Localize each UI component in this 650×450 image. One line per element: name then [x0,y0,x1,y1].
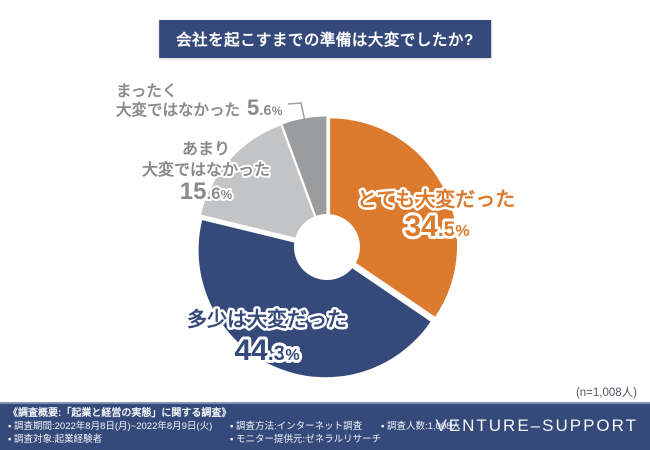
pie-slices [198,116,458,378]
survey-period: ▪ 調査期間:2022年8月8日(月)~2022年8月9日(火) [8,421,213,432]
footer-column-right: ▪ 調査人数:1,008人 [381,420,461,433]
slice-label-mattaku-line2-text: 大変ではなかった [116,100,240,119]
slice-label-amari-line2: 大変ではなかった [142,160,270,179]
pie-slice-1 [198,220,431,378]
pie-slice-2 [200,125,325,245]
sample-size-note: (n=1,008人) [575,387,637,399]
survey-monitor: ▪ モニター提供元:ゼネラルリサーチ [230,434,382,445]
slice-label-totemo: とても大変だった [357,187,515,211]
pie-slice-0 [330,118,458,317]
survey-target: ▪ 調査対象:起業経験者 [8,434,103,445]
chart-title: 会社を起こすまでの準備は大変でしたか? [159,20,491,58]
survey-overview-title: 《調査概要:「起業と経営の実態」に関する調査》 [8,408,232,419]
survey-method: ▪ 調査方法:インターネット調査 [230,421,363,432]
slice-percent-tasho: 44.3% [234,334,299,367]
footer-column-middle: ▪ 調査方法:インターネット調査 ▪ モニター提供元:ゼネラルリサーチ [230,420,381,446]
pie-slice-3 [282,116,327,244]
slice-percent-amari: 15.6% [180,178,233,205]
leader-line-mattaku [287,102,309,136]
slice-label-mattaku-line1: まったく [116,82,177,100]
footer-column-left: 《調査概要:「起業と経営の実態」に関する調査》 ▪ 調査期間:2022年8月8日… [8,407,231,446]
slice-percent-totemo: 34.5% [404,210,469,243]
survey-count: ▪ 調査人数:1,008人 [381,421,461,432]
slice-label-amari-line1: あまり [182,140,230,158]
slice-label-mattaku-line2: 大変ではなかった 5.6% [116,95,283,120]
donut-hole [294,214,360,280]
survey-footer: 《調査概要:「起業と経営の実態」に関する調査》 ▪ 調査期間:2022年8月8日… [0,402,650,450]
venture-support-logo: VENTURE–SUPPORT [435,416,638,435]
slice-label-tasho: 多少は大変だった [187,307,347,331]
